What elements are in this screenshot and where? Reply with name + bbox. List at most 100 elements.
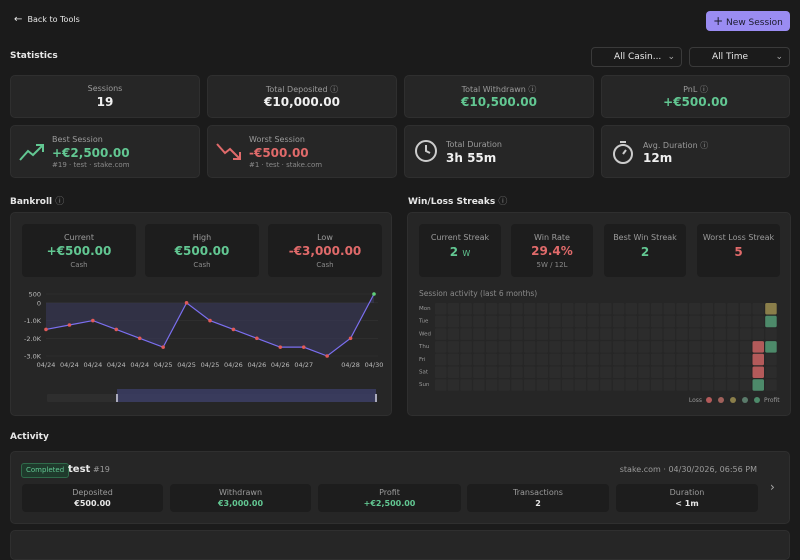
stat-value: €500.00: [174, 244, 230, 258]
day-label: Sun: [419, 382, 430, 388]
legend-swatch: [742, 397, 748, 403]
heat-cell: [739, 379, 752, 391]
x-tick-label: 04/26: [271, 361, 290, 369]
heat-cell: [587, 353, 599, 366]
session-card[interactable]: Completed test #19 stake.com · 04/30/202…: [10, 451, 790, 524]
heat-cell: [638, 341, 650, 353]
heat-cell: [600, 341, 612, 353]
stat-label: PnL: [683, 85, 698, 94]
session-field: Duration < 1m: [616, 484, 758, 512]
new-session-button[interactable]: + New Session: [706, 11, 790, 31]
heat-cell: [536, 303, 549, 315]
heat-cell: [447, 366, 460, 378]
heat-cell: [574, 328, 587, 340]
heat-cell: [663, 328, 676, 340]
stat-value: 12m: [643, 151, 673, 165]
heat-cell: [587, 379, 599, 391]
y-tick-label: 0: [37, 299, 41, 307]
heat-cell: [485, 366, 498, 378]
heat-cell: [663, 303, 676, 315]
day-label: Fri: [419, 357, 426, 363]
heat-cell: [536, 328, 549, 340]
field-label: Duration: [669, 488, 705, 497]
point: [231, 327, 236, 332]
heat-cell: [663, 315, 676, 328]
heat-cell: [765, 366, 777, 378]
heat-cell: [600, 315, 612, 328]
heat-cell: [447, 303, 460, 315]
stat-label: Best Win Streak: [613, 233, 677, 242]
heat-cell: [473, 315, 485, 328]
heat-cell: [689, 353, 701, 366]
point: [44, 327, 48, 332]
field-label: Withdrawn: [218, 488, 263, 497]
legend-label: Loss: [689, 397, 702, 404]
session-id: #19: [93, 465, 110, 474]
stat-value: 5: [734, 245, 743, 259]
heat-cell: [460, 328, 472, 340]
heat-cell: [676, 353, 688, 366]
stat-value: +€500.00: [663, 95, 728, 109]
heat-cell: [562, 303, 574, 315]
stat-sub: Cash: [193, 261, 211, 269]
heat-cell: [447, 353, 460, 366]
best-card: Best Session +€2,500.00 #19 · test · sta…: [10, 125, 200, 178]
stat-sub: Cash: [70, 261, 88, 269]
heat-cell: [523, 379, 536, 391]
heat-cell: [739, 341, 752, 353]
heat-cell: [600, 328, 612, 340]
heat-cell: [485, 328, 498, 340]
heat-cell: [574, 353, 587, 366]
heat-cell: [435, 303, 447, 315]
heat-cell: [523, 303, 536, 315]
session-card[interactable]: [10, 530, 790, 560]
heat-cell: [727, 379, 739, 391]
stat-value: 29.4%: [531, 244, 573, 258]
heat-cell: [727, 353, 739, 366]
stat-label: Current Streak: [430, 233, 490, 242]
time-filter[interactable]: All Time ⌄: [689, 47, 790, 67]
point: [372, 292, 376, 296]
stat-value: €10,500.00: [461, 95, 537, 109]
heat-cell: [498, 315, 510, 328]
heat-cell: [574, 366, 587, 378]
heat-cell: [625, 303, 637, 315]
heat-cell: [739, 315, 752, 328]
y-tick-label: 500: [29, 291, 41, 299]
stat-value: 2: [640, 245, 650, 259]
heat-cell: [485, 353, 498, 366]
field-label: Deposited: [72, 488, 113, 497]
heat-cell: [650, 366, 663, 378]
stat-value: €10,000.00: [264, 95, 340, 109]
heat-cell-active: [752, 379, 764, 391]
stat-sub: #19 · test · stake.com: [52, 161, 130, 169]
legend-swatch: [706, 397, 712, 403]
stat-value: -€500.00: [249, 146, 309, 160]
day-label: Tue: [418, 319, 429, 325]
heat-cell: [752, 303, 764, 315]
heat-cell: [714, 303, 726, 315]
heat-cell: [447, 315, 460, 328]
filter-text: All Time: [712, 52, 749, 62]
heat-cell: [574, 341, 587, 353]
x-tick-label: 04/25: [177, 361, 196, 369]
stat-value: +€2,500.00: [52, 146, 130, 160]
heat-cell: [638, 328, 650, 340]
stat-label: Total Deposited: [265, 85, 328, 94]
heat-cell: [473, 366, 485, 378]
back-link[interactable]: ← Back to Tools: [14, 14, 80, 25]
heat-cell: [473, 303, 485, 315]
heat-cell: [701, 341, 714, 353]
clock-icon: [415, 140, 437, 162]
heat-cell: [650, 328, 663, 340]
heat-cell: [587, 315, 599, 328]
casino-filter[interactable]: All Casin... ⌄: [591, 47, 682, 67]
button-text: New Session: [726, 18, 783, 28]
heat-cell: [498, 353, 510, 366]
heat-cell: [549, 303, 561, 315]
heat-cell: [549, 379, 561, 391]
heat-cell: [511, 303, 523, 315]
stat-card: PnL ⓘ +€500.00: [601, 75, 790, 118]
stat-label: High: [192, 233, 212, 242]
stat-card: Total Deposited ⓘ €10,000.00: [207, 75, 397, 118]
